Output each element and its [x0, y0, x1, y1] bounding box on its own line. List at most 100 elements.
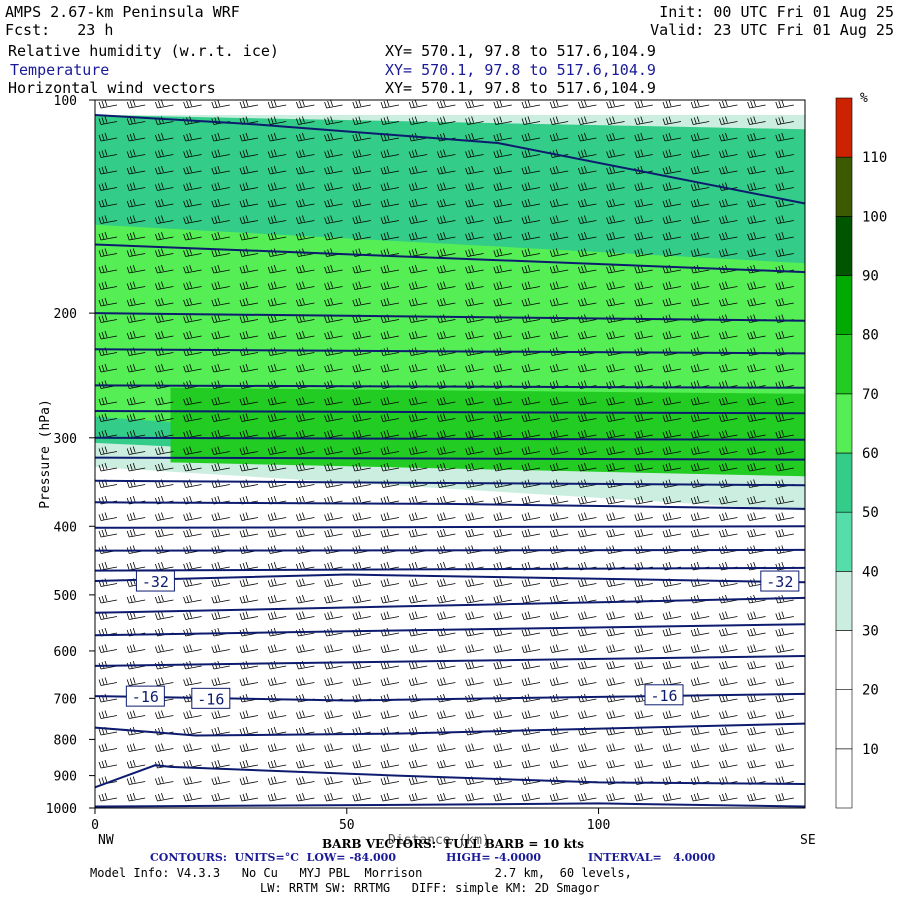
wind-barb	[747, 363, 766, 373]
wind-barb	[747, 248, 766, 257]
x-tick-label: 50	[339, 818, 355, 833]
wind-barb	[352, 264, 371, 274]
wind-barb	[211, 512, 230, 521]
wind-barb	[324, 215, 343, 224]
wind-barb	[352, 776, 371, 785]
wind-barb	[98, 644, 118, 653]
wind-barb	[98, 281, 118, 290]
wind-barb	[239, 314, 259, 323]
wind-barb	[493, 281, 512, 290]
wind-barb	[747, 660, 766, 670]
wind-barb	[324, 314, 343, 323]
wind-barb	[662, 677, 682, 686]
wind-barb	[662, 792, 682, 802]
wind-barb	[493, 512, 512, 521]
wind-barb	[126, 743, 146, 752]
wind-barb	[662, 578, 682, 587]
wind-barb	[239, 429, 259, 439]
wind-barb	[521, 578, 541, 587]
wind-barb	[493, 413, 512, 422]
wind-barb	[239, 759, 259, 769]
wind-barb	[521, 396, 541, 406]
wind-barb	[183, 611, 202, 620]
wind-barb	[380, 314, 400, 323]
wind-barb	[155, 743, 174, 752]
wind-barb	[719, 132, 738, 142]
wind-barb	[521, 743, 541, 752]
wind-barb	[380, 759, 400, 769]
wind-barb	[549, 528, 569, 538]
wind-barb	[239, 99, 259, 109]
wind-barb	[775, 743, 794, 752]
wind-barb	[521, 363, 541, 373]
wind-barb	[606, 660, 625, 670]
x-tick-label: 100	[587, 818, 610, 833]
temperature-contour-68	[94, 384, 806, 389]
wind-barb	[775, 215, 794, 224]
wind-barb	[352, 462, 371, 472]
wind-barb	[719, 495, 738, 505]
wind-barb	[352, 660, 371, 670]
wind-barb	[662, 165, 682, 175]
wind-barb	[352, 561, 371, 571]
wind-barb	[408, 149, 428, 158]
wind-barb	[408, 248, 428, 257]
wind-barb	[211, 165, 230, 175]
y-tick-label: 400	[54, 520, 77, 535]
wind-barb	[634, 660, 653, 670]
wind-barb	[155, 314, 174, 323]
wind-barb	[296, 347, 315, 356]
contour-label-box	[125, 685, 165, 707]
wind-barb	[408, 99, 428, 109]
wind-barb	[380, 792, 400, 802]
wind-barb	[296, 413, 315, 422]
wind-barb	[747, 792, 766, 802]
wind-barb	[747, 116, 766, 125]
wind-barb	[408, 759, 428, 769]
wind-barb	[606, 182, 625, 191]
wind-barb	[690, 578, 710, 587]
colorbar-label: 60	[862, 446, 879, 462]
wind-barb	[267, 149, 287, 158]
wind-barb	[634, 743, 653, 752]
wind-barb	[465, 677, 484, 686]
temperature-contour-44	[94, 525, 806, 529]
wind-barb	[239, 776, 259, 785]
wind-barb	[239, 644, 259, 653]
wind-barb	[465, 363, 484, 373]
wind-barb	[578, 281, 597, 290]
wind-barb	[775, 693, 794, 703]
wind-barb	[521, 132, 541, 142]
wind-barb	[690, 99, 710, 109]
wind-barb	[493, 462, 512, 472]
wind-barb	[155, 248, 174, 257]
wind-barb	[493, 248, 512, 257]
wind-barb	[775, 182, 794, 191]
wind-barb	[98, 132, 118, 142]
wind-barb	[324, 512, 343, 521]
wind-barb	[211, 528, 230, 538]
wind-barb	[239, 611, 259, 620]
wind-barb	[549, 314, 569, 323]
wind-barb	[155, 446, 174, 455]
wind-barb	[493, 611, 512, 620]
wind-barb	[211, 776, 230, 785]
wind-barb	[775, 512, 794, 521]
wind-barb	[690, 198, 710, 208]
wind-barb	[465, 776, 484, 785]
wind-barb	[324, 446, 343, 455]
wind-barb	[324, 363, 343, 373]
wind-barb	[634, 528, 653, 538]
x-axis-label: Distance (km)	[388, 833, 490, 848]
wind-barb	[239, 479, 259, 488]
colorbar-swatch	[835, 630, 853, 690]
wind-barb	[126, 611, 146, 620]
wind-barb	[521, 693, 541, 703]
wind-barb	[239, 281, 259, 290]
wind-barb	[267, 165, 287, 175]
wind-barb	[634, 726, 653, 736]
contour-label-box	[135, 570, 175, 592]
wind-barb	[183, 116, 202, 125]
wind-barb	[408, 264, 428, 274]
wind-barb	[634, 578, 653, 587]
